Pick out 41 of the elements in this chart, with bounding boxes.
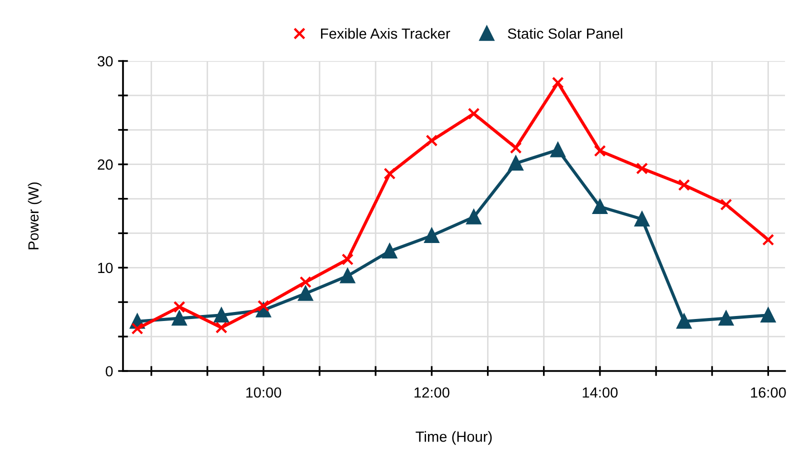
- point: [214, 308, 229, 323]
- point: [508, 156, 524, 171]
- point: [550, 142, 566, 158]
- y-tick-label: 30: [98, 56, 113, 66]
- point: [676, 314, 692, 329]
- x-tick-label: 16:00: [751, 387, 786, 398]
- point: [340, 268, 355, 284]
- point: [131, 322, 144, 335]
- point: [426, 134, 438, 147]
- point: [468, 108, 480, 120]
- point: [172, 310, 187, 326]
- point: [510, 142, 522, 154]
- y-tick-label: 0: [106, 366, 113, 376]
- point: [215, 322, 228, 334]
- legend-label: Static Solar Panel: [508, 28, 622, 39]
- y-tick-label: 10: [98, 262, 113, 274]
- point: [466, 210, 482, 224]
- x-axis-title: Time (Hour): [416, 431, 492, 445]
- point: [592, 199, 608, 214]
- point: [720, 198, 732, 211]
- x-tick-label: 10:00: [246, 387, 282, 398]
- point: [424, 228, 440, 243]
- y-axis-title: Power (W): [28, 182, 42, 250]
- point: [173, 300, 186, 313]
- point: [718, 310, 734, 326]
- point: [300, 276, 312, 288]
- point: [634, 212, 650, 226]
- point: [342, 253, 354, 266]
- point: [382, 244, 398, 258]
- x-tick-label: 14:00: [582, 387, 618, 398]
- point: [762, 234, 774, 246]
- point: [384, 168, 396, 180]
- point: [760, 308, 776, 323]
- point: [298, 286, 313, 301]
- point: [678, 179, 690, 191]
- point: [636, 162, 648, 174]
- x-tick-label: 12:00: [414, 387, 450, 398]
- legend-label: Fexible Axis Tracker: [321, 28, 450, 39]
- point: [594, 144, 606, 157]
- point: [552, 76, 564, 89]
- y-tick-label: 20: [98, 159, 113, 170]
